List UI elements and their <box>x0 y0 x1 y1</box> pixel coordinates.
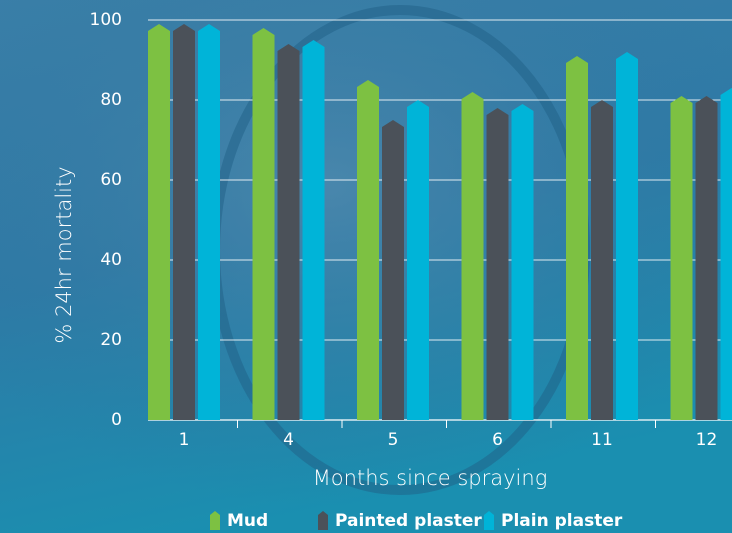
bar <box>591 100 613 420</box>
y-tick-label: 40 <box>100 250 122 270</box>
legend-marker <box>318 511 328 530</box>
bar <box>173 24 195 420</box>
bar <box>616 52 638 420</box>
bar <box>302 40 325 420</box>
x-tick-label: 1 <box>179 430 190 450</box>
bar <box>407 100 429 420</box>
bar <box>148 24 170 420</box>
bar <box>670 96 693 420</box>
y-tick-label: 100 <box>90 10 122 30</box>
bar <box>198 24 220 420</box>
bar <box>382 120 404 420</box>
x-tick-label: 4 <box>283 430 294 450</box>
bar <box>357 80 379 420</box>
legend-label: Mud <box>227 511 268 531</box>
legend-label: Painted plaster <box>335 511 482 531</box>
bar <box>277 44 300 420</box>
legend-label: Plain plaster <box>501 511 623 531</box>
bar <box>252 28 275 420</box>
y-tick-label: 80 <box>100 90 122 110</box>
x-tick-label: 5 <box>388 430 399 450</box>
legend-marker <box>484 511 494 530</box>
bar <box>695 96 718 420</box>
y-tick-label: 0 <box>111 410 122 430</box>
y-axis-label: % 24hr mortality <box>52 166 76 343</box>
bar <box>511 104 534 420</box>
x-tick-label: 11 <box>591 430 613 450</box>
y-tick-label: 60 <box>100 170 122 190</box>
x-tick-label: 6 <box>492 430 503 450</box>
legend-marker <box>210 511 220 530</box>
bar <box>461 92 484 420</box>
x-tick-label: 12 <box>696 430 718 450</box>
bar <box>486 108 509 420</box>
y-tick-label: 20 <box>100 330 122 350</box>
bar <box>720 88 732 420</box>
bar <box>566 56 588 420</box>
x-axis-label: Months since spraying <box>313 466 548 490</box>
